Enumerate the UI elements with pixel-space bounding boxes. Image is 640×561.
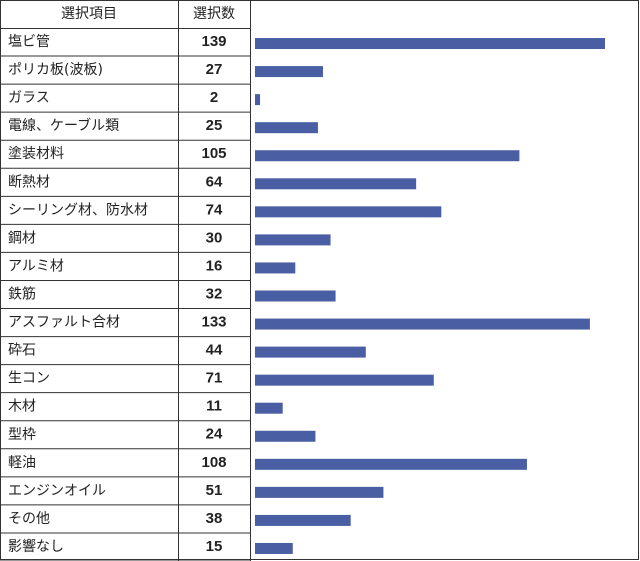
header-count: 選択数 xyxy=(193,6,235,22)
item-label: 木材 xyxy=(8,399,36,415)
item-label: 鉄筋 xyxy=(8,286,36,303)
count-label: 105 xyxy=(201,145,226,162)
bar xyxy=(255,346,366,358)
bar xyxy=(255,486,384,498)
count-label: 51 xyxy=(206,482,223,499)
item-label: ガラス xyxy=(8,90,50,106)
bar xyxy=(255,318,590,330)
count-label: 30 xyxy=(206,229,223,246)
bar xyxy=(255,262,296,274)
bar xyxy=(255,206,442,218)
item-label: 軽油 xyxy=(8,455,36,471)
count-label: 74 xyxy=(206,201,223,218)
count-label: 25 xyxy=(206,117,223,134)
item-label: 塩ビ管 xyxy=(8,34,50,50)
count-label: 71 xyxy=(206,370,223,387)
count-label: 133 xyxy=(201,314,226,331)
count-label: 15 xyxy=(206,538,223,555)
bar xyxy=(255,290,336,302)
bar xyxy=(255,38,605,50)
count-label: 24 xyxy=(206,426,223,443)
bar xyxy=(255,66,323,78)
count-label: 139 xyxy=(201,33,226,50)
item-label: シーリング材、防水材 xyxy=(8,202,148,218)
bar xyxy=(255,458,527,470)
item-label: その他 xyxy=(8,511,50,527)
bar xyxy=(255,514,351,526)
item-label: 型枠 xyxy=(8,427,36,443)
count-label: 2 xyxy=(210,89,218,106)
bar xyxy=(255,234,331,246)
bar xyxy=(255,402,283,414)
bar xyxy=(255,374,434,386)
header-item: 選択項目 xyxy=(61,6,117,22)
bar xyxy=(255,150,520,162)
bar xyxy=(255,122,318,134)
item-label: 塗装材料 xyxy=(8,145,64,162)
count-label: 11 xyxy=(206,398,222,415)
count-label: 32 xyxy=(206,285,223,302)
item-label: 鋼材 xyxy=(8,230,36,246)
item-label: アスファルト合材 xyxy=(8,315,120,331)
bar xyxy=(255,178,417,190)
count-label: 27 xyxy=(206,61,223,78)
item-label: エンジンオイル xyxy=(8,483,106,499)
bar xyxy=(255,94,261,106)
count-label: 108 xyxy=(201,454,226,471)
item-label: 電線、ケーブル類 xyxy=(8,117,119,134)
count-label: 16 xyxy=(206,257,223,274)
count-label: 44 xyxy=(206,342,223,359)
item-label: アルミ材 xyxy=(8,258,64,274)
item-label: 砕石 xyxy=(8,343,36,359)
bar xyxy=(255,542,293,554)
count-label: 38 xyxy=(206,510,223,527)
count-label: 64 xyxy=(206,173,223,190)
item-label: 生コン xyxy=(8,371,50,387)
item-label: 影響なし xyxy=(8,538,64,555)
item-label: 断熱材 xyxy=(8,174,50,190)
item-label: ポリカ板(波板) xyxy=(8,62,103,78)
bar xyxy=(255,430,316,442)
